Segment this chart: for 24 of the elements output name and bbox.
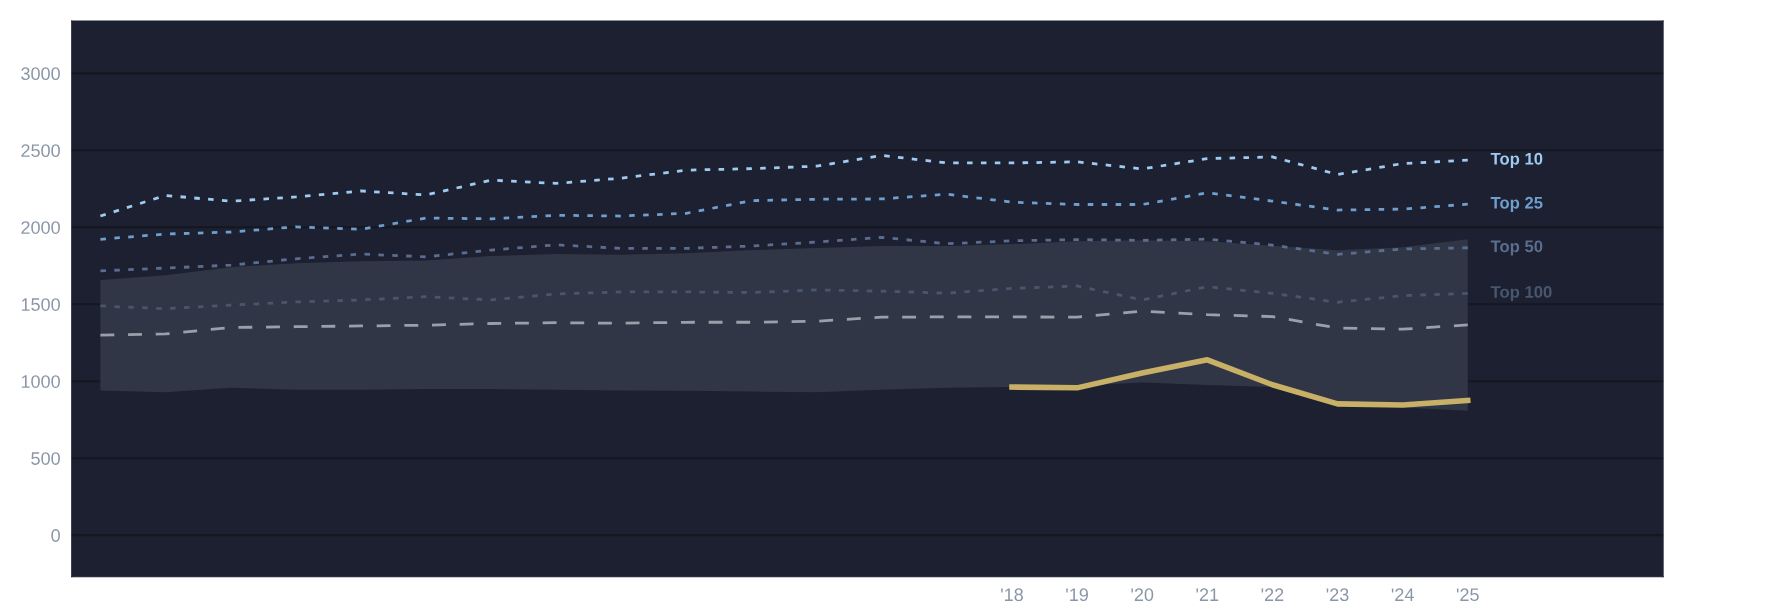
x-tick-label: '20 [1131,588,1154,602]
x-tick-label: '18 [1001,588,1023,602]
series-label: Top 100 [1490,285,1552,302]
series-label: Top 25 [1490,196,1543,212]
y-tick-label: 0 [51,529,60,542]
y-tick-label: 2500 [21,144,60,158]
x-tick-label: '21 [1196,588,1219,601]
x-tick-label: '19 [1066,588,1088,602]
line-series [99,154,1470,218]
y-tick-label: 2000 [21,221,60,234]
series-label: Top 10 [1490,152,1543,168]
x-tick-label: '22 [1261,588,1284,601]
line-series [99,191,1470,241]
line-series [99,309,1470,337]
series-label: Top 50 [1490,240,1543,256]
y-tick-label: 1500 [21,298,60,311]
x-tick-label: '24 [1391,588,1414,601]
line-series [99,284,1470,311]
x-tick-label: '23 [1326,588,1349,602]
y-tick-label: 3000 [21,67,60,81]
line-series [99,235,1470,273]
y-tick-label: 1000 [21,375,60,388]
y-tick-label: 500 [31,452,60,465]
x-tick-label: '25 [1456,588,1479,602]
